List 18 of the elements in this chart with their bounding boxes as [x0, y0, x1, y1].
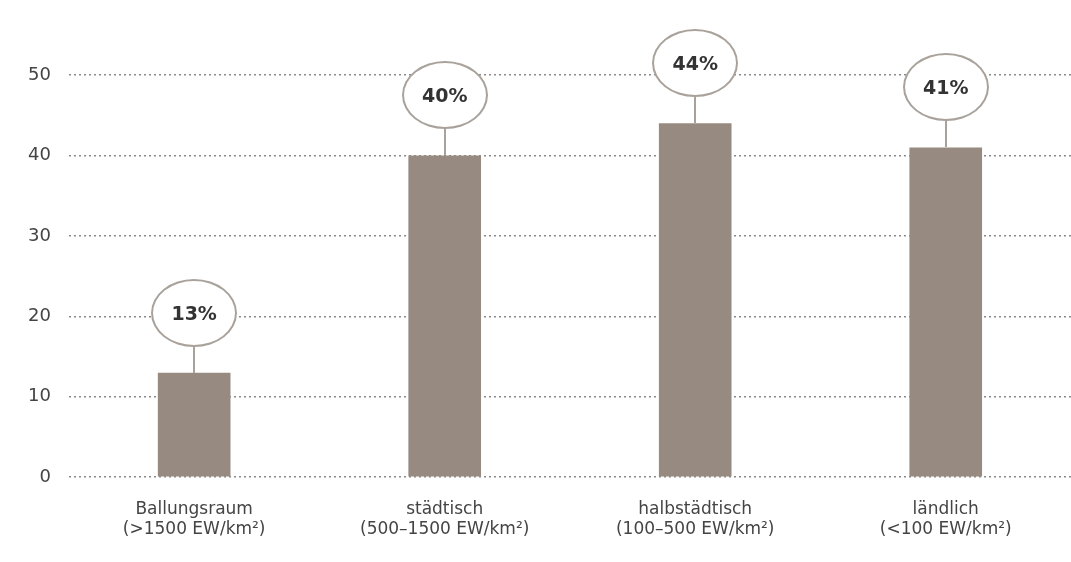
- x-tick-label: städtisch (500–1500 EW/km²): [359, 497, 530, 539]
- x-tick-label: Ballungsraum (>1500 EW/km²): [122, 497, 266, 539]
- data-label: 44%: [671, 51, 719, 76]
- x-tick-label: ländlich (<100 EW/km²): [879, 497, 1012, 539]
- data-label: 40%: [420, 83, 469, 108]
- data-label: 13%: [170, 300, 218, 325]
- bar: [157, 372, 231, 477]
- y-tick-label: 30: [28, 223, 51, 245]
- y-tick-label: 10: [28, 384, 51, 406]
- bar: [408, 155, 482, 477]
- y-tick-label: 50: [28, 62, 51, 84]
- bar: [909, 147, 983, 477]
- bar: [658, 123, 732, 477]
- x-tick-label: halbstädtisch (100–500 EW/km²): [615, 497, 775, 539]
- y-tick-label: 20: [28, 303, 51, 325]
- y-tick-label: 40: [28, 143, 51, 165]
- y-tick-label: 0: [39, 464, 51, 486]
- data-label: 41%: [922, 75, 970, 100]
